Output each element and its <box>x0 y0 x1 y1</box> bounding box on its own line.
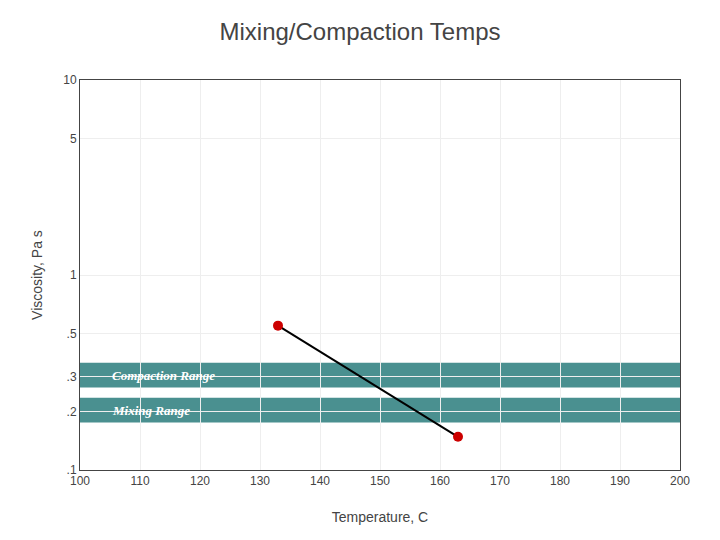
svg-text:150: 150 <box>370 474 390 488</box>
svg-text:170: 170 <box>490 474 510 488</box>
svg-text:Mixing/Compaction Temps: Mixing/Compaction Temps <box>219 18 500 45</box>
svg-text:1: 1 <box>70 268 77 282</box>
svg-text:110: 110 <box>130 474 149 488</box>
svg-text:.5: .5 <box>67 327 77 341</box>
svg-text:180: 180 <box>550 474 570 488</box>
svg-text:140: 140 <box>310 474 330 488</box>
svg-text:130: 130 <box>250 474 270 488</box>
svg-text:Mixing Range: Mixing Range <box>112 403 190 418</box>
svg-text:200: 200 <box>670 474 690 488</box>
svg-text:100: 100 <box>70 474 90 488</box>
svg-text:.3: .3 <box>67 370 77 384</box>
svg-text:Temperature, C: Temperature, C <box>332 509 428 525</box>
svg-text:Viscosity, Pa s: Viscosity, Pa s <box>29 230 45 320</box>
svg-text:5: 5 <box>70 132 77 146</box>
svg-text:.1: .1 <box>67 463 77 477</box>
svg-text:120: 120 <box>190 474 210 488</box>
svg-text:.2: .2 <box>67 405 77 419</box>
svg-text:190: 190 <box>610 474 630 488</box>
svg-text:10: 10 <box>63 73 77 87</box>
svg-text:160: 160 <box>430 474 450 488</box>
svg-text:Compaction Range: Compaction Range <box>112 368 215 383</box>
